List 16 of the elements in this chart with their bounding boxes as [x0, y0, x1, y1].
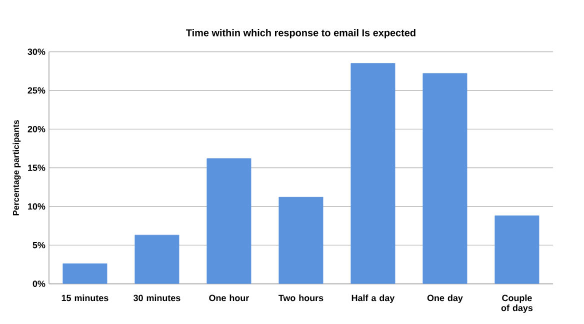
x-tick-label: Half a day	[352, 294, 395, 303]
y-tick-label: 20%	[28, 126, 46, 132]
y-axis-title: Percentage participants	[12, 120, 21, 216]
x-tick-label: One hour	[209, 294, 250, 302]
x-tick-label: Two hours	[278, 294, 324, 302]
y-tick-label: 0%	[32, 280, 46, 287]
y-tick-label: 25%	[28, 87, 46, 94]
y-tick-label: 5%	[32, 242, 46, 248]
y-tick-label: 10%	[28, 203, 46, 210]
chart-title: Time within which response to email Is expected	[186, 29, 416, 38]
x-tick-label: 15 minutes	[62, 294, 108, 302]
x-tick-label: Couple of days	[501, 294, 533, 313]
y-tick-label: 15%	[28, 164, 46, 171]
x-tick-label: One day	[427, 294, 463, 303]
x-tick-label: 30 minutes	[133, 294, 180, 302]
y-tick-label: 30%	[28, 48, 46, 55]
